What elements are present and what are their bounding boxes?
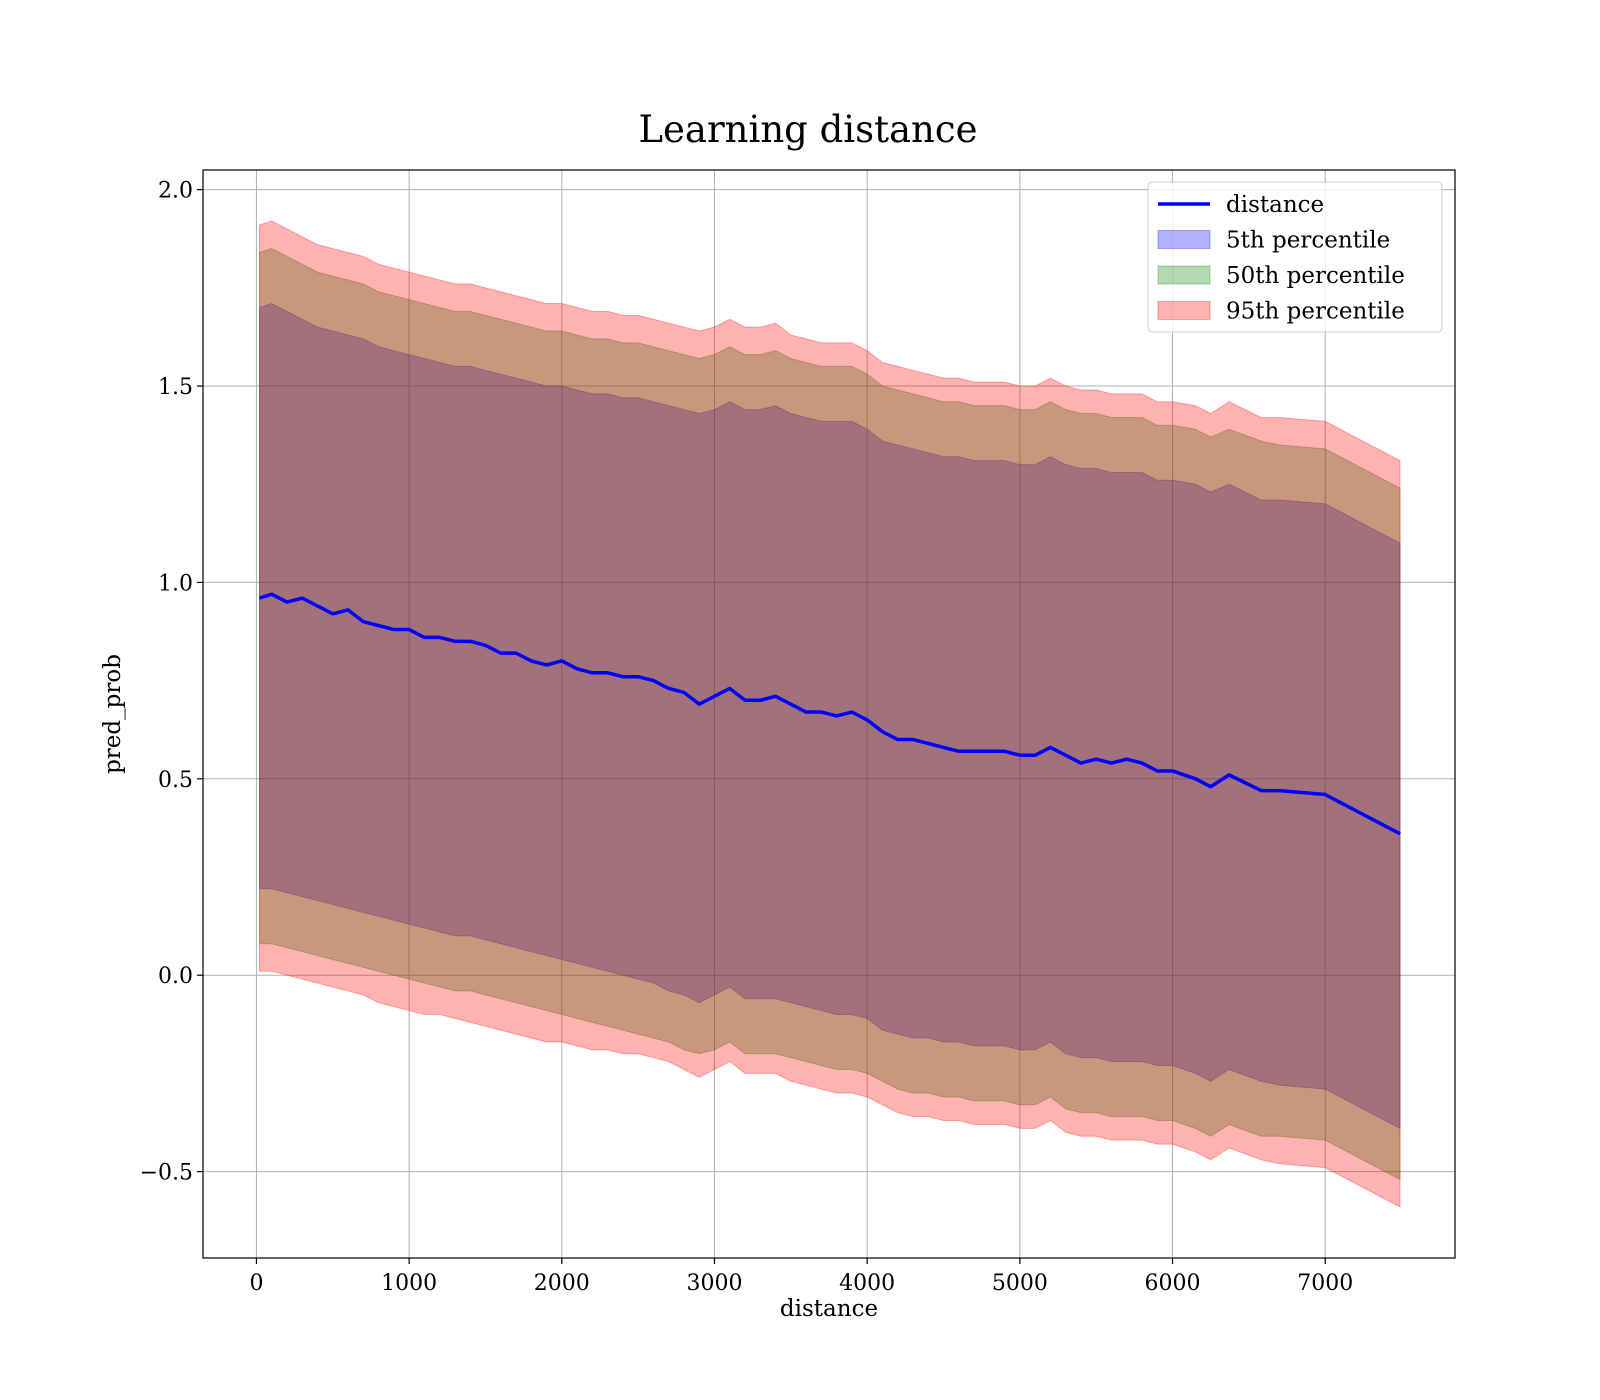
- x-tick-label: 0: [249, 1271, 263, 1296]
- y-tick-label: 2.0: [158, 179, 193, 204]
- legend-label: 5th percentile: [1226, 228, 1390, 254]
- legend-label: 50th percentile: [1226, 263, 1405, 289]
- chart-title: Learning distance: [638, 108, 977, 151]
- y-tick-label: −0.5: [140, 1161, 193, 1186]
- percentile-bands: [258, 220, 1401, 1208]
- plot-frame: [202, 169, 1456, 1259]
- x-axis-label: distance: [780, 1296, 878, 1322]
- x-tick-label: 3000: [686, 1271, 742, 1296]
- legend-swatch-patch: [1157, 301, 1211, 320]
- legend-box: [1147, 181, 1443, 333]
- y-tick-label: 0.0: [158, 964, 193, 989]
- grid: [203, 170, 1455, 1258]
- legend-label: 95th percentile: [1226, 299, 1405, 325]
- axis-ticks: 0 1000 2000 3000 4000 5000 6000 7000 −0.5 0.0 0.5 1…: [140, 179, 1354, 1296]
- legend-swatch-patch: [1157, 265, 1211, 285]
- series-lines: [258, 592, 1401, 836]
- x-tick-label: 5000: [992, 1271, 1048, 1296]
- x-tick-label: 2000: [534, 1271, 590, 1296]
- legend-swatch-patch: [1157, 230, 1211, 249]
- x-tick-label: 4000: [839, 1271, 895, 1296]
- x-tick-label: 6000: [1145, 1271, 1201, 1296]
- y-tick-label: 0.5: [158, 768, 193, 793]
- series-line-distance: [258, 592, 1401, 836]
- legend: distance 5th percentile 50th percentile 95t…: [1147, 181, 1443, 333]
- x-tick-label: 1000: [381, 1271, 437, 1296]
- y-tick-label: 1.0: [158, 571, 193, 596]
- y-axis-label: pred_prob: [100, 654, 126, 774]
- y-tick-label: 1.5: [158, 375, 193, 400]
- legend-label: distance: [1226, 192, 1324, 218]
- x-tick-label: 7000: [1297, 1271, 1353, 1296]
